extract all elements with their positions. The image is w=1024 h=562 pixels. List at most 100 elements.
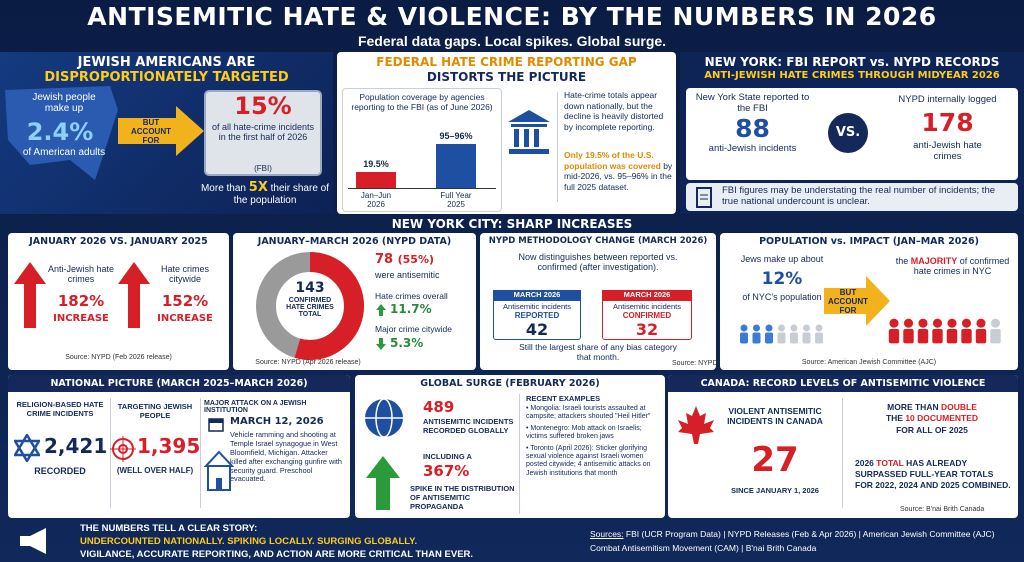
graphic	[824, 276, 890, 326]
person-icon	[889, 318, 899, 328]
graphic	[511, 124, 547, 127]
attack-date: MARCH 12, 2026	[230, 416, 324, 427]
person-icon	[903, 329, 914, 344]
text-2: of NYC's population	[742, 292, 822, 302]
total-text: HAS ALREADY SURPASSED FULL-YEAR TOTALS F…	[855, 458, 1011, 491]
text-block: More than 5X their share of the populati…	[200, 180, 330, 206]
person-icon	[947, 318, 957, 328]
antisemitic-pct: (55%)	[397, 253, 435, 266]
baseline	[348, 188, 496, 189]
text-block: the MAJORITY of confirmed hate crimes in…	[895, 256, 1010, 276]
up-arrow-icon	[376, 304, 386, 316]
text-1: Jews make up about	[740, 254, 824, 264]
text-block: Sources: FBI (UCR Program Data) | NYPD R…	[590, 529, 1020, 539]
jewish-value: 1,395	[137, 434, 201, 458]
arrow-icon	[118, 106, 204, 156]
down-arrow-icon	[376, 338, 386, 350]
header: MARCH 2026	[493, 290, 581, 301]
panel	[668, 375, 1018, 518]
label: Antisemitic incidents	[503, 302, 571, 311]
sources-2: Combat Antisemitism Movement (CAM) | B'n…	[590, 543, 817, 553]
target-icon	[110, 436, 136, 462]
religion-value: 2,421	[44, 434, 108, 458]
examples-title: RECENT EXAMPLES	[526, 394, 601, 403]
total: 143	[295, 280, 325, 296]
value-label: 19.5%	[363, 159, 389, 169]
nypd-value: 178	[921, 108, 974, 137]
documented: 10 DOCUMENTED	[905, 413, 979, 424]
graphic	[118, 106, 204, 156]
person-icon	[777, 332, 786, 344]
value-label: 95–96%	[439, 131, 473, 141]
text-2-highlight: Only 19.5% of the U.S. population was co…	[564, 150, 661, 171]
religion-unit: RECORDED	[34, 466, 86, 476]
divider	[200, 398, 201, 508]
person-icon	[815, 332, 823, 344]
title: NYPD METHODOLOGY CHANGE (MARCH 2026)	[488, 236, 708, 246]
the: THE	[885, 413, 903, 424]
text-1: Hate-crime totals appear down nationally…	[564, 90, 664, 132]
total-year: 2026	[855, 458, 874, 468]
arrow: BUT ACCOUNT FOR	[131, 118, 171, 145]
person-icon	[815, 324, 823, 332]
major-label: Major crime citywide	[375, 324, 452, 334]
more-text-2: their share of the population	[233, 183, 330, 206]
person-icon	[765, 324, 773, 332]
incidents-value: 489	[423, 398, 455, 416]
person-icon	[790, 324, 798, 332]
label: Full Year 2025	[440, 191, 472, 209]
pop-text-1: Jewish people make up	[32, 92, 96, 114]
calendar-icon	[208, 418, 224, 432]
label: Jan–Jun 2026	[360, 191, 392, 209]
person-icon	[740, 324, 748, 332]
synagogue-icon	[204, 450, 234, 491]
person-icon	[752, 332, 761, 344]
examples: Mongolia: Israeli tourists assaulted at …	[526, 405, 651, 421]
person-icon	[932, 318, 943, 328]
panel	[480, 233, 716, 370]
unit: INCREASE	[53, 313, 109, 324]
antisemitic: 78	[375, 252, 394, 267]
divider	[519, 394, 520, 514]
value: 152%	[161, 292, 209, 310]
graphic	[508, 110, 550, 122]
graphic	[509, 149, 549, 154]
people-icons	[740, 324, 823, 344]
title: NATIONAL PICTURE (MARCH 2025–MARCH 2026)	[8, 375, 350, 392]
donut-chart	[256, 252, 364, 360]
label: VIOLENT ANTISEMITIC INCIDENTS IN CANADA	[727, 406, 823, 426]
people-icons	[888, 318, 1001, 344]
note-box	[686, 183, 1018, 211]
text-block: • Mongolia: Israeli tourists assaulted a…	[526, 405, 662, 478]
line-2: UNDERCOUNTED NATIONALLY. SPIKING LOCALLY…	[80, 536, 418, 547]
vs: VS.	[828, 113, 868, 153]
incidents-text: ANTISEMITIC INCIDENTS RECORDED GLOBALLY	[423, 417, 514, 435]
divider	[557, 92, 558, 202]
share-text: of all hate-crime incidents in the first…	[211, 122, 315, 142]
title: NEW YORK CITY: SHARP INCREASES	[391, 217, 633, 231]
person-icon	[753, 324, 760, 332]
person-icon	[990, 329, 1001, 344]
value: 42	[525, 320, 549, 339]
panel	[8, 233, 229, 370]
kind: CONFIRMED	[622, 311, 672, 320]
total-label: CONFIRMED HATE CRIMES TOTAL	[286, 297, 334, 318]
text-block: Only 19.5% of the U.S. population was co…	[564, 150, 674, 193]
panel	[8, 375, 350, 518]
label: Anti-Jewish hate crimes	[47, 264, 115, 284]
note: FBI figures may be understating the real…	[722, 185, 996, 208]
sources-1: FBI (UCR Program Data) | NYPD Releases (…	[625, 529, 995, 539]
footer: Still the largest share of any bias cate…	[519, 342, 677, 362]
graphic	[204, 450, 234, 467]
jewish-unit: (WELL OVER HALF)	[116, 466, 194, 475]
pop-text-2: of American adults	[22, 147, 106, 158]
fbi-label: New York State reported to the FBI	[695, 92, 810, 114]
person-icon	[990, 318, 1001, 328]
sources-label: Sources:	[590, 529, 624, 539]
title-2: DISTORTS THE PICTURE	[426, 70, 587, 84]
arrow: BUT ACCOUNT FOR	[828, 288, 868, 315]
up-arrow-icon	[14, 262, 46, 328]
person-icon	[961, 318, 972, 328]
title-1: FEDERAL HATE CRIME REPORTING GAP	[376, 55, 637, 69]
source: Source: NYPD (Apr 2026 release)	[255, 359, 361, 366]
